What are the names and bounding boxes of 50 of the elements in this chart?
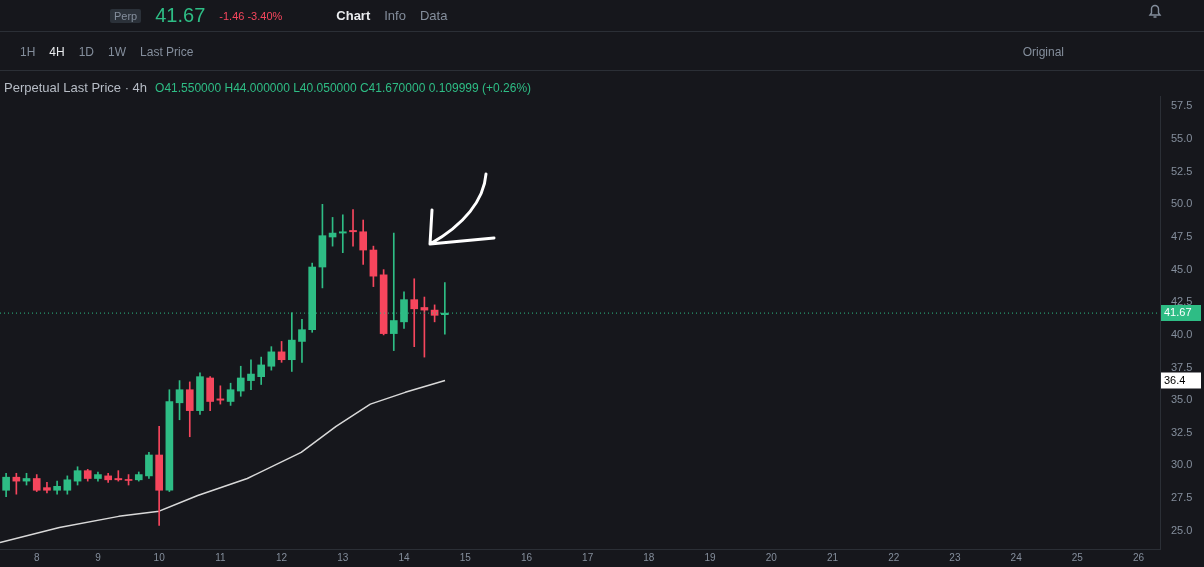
- y-tick-label: 35.0: [1171, 393, 1193, 406]
- x-tick-label: 20: [765, 551, 778, 563]
- x-tick-label: 21: [826, 551, 839, 563]
- y-tick-label: 32.5: [1171, 425, 1193, 438]
- x-tick-label: 24: [1010, 551, 1023, 563]
- x-tick-label: 19: [704, 551, 717, 563]
- y-tick-label: 57.5: [1171, 99, 1193, 112]
- x-tick-label: 17: [582, 551, 594, 563]
- x-tick-label: 11: [215, 551, 226, 563]
- y-tick-label: 47.5: [1171, 230, 1193, 243]
- chart-title: Perpetual Last Price · 4h: [4, 80, 148, 95]
- text: Chart: [336, 8, 371, 23]
- text: 1W: [108, 44, 127, 59]
- text: Data: [419, 8, 448, 23]
- text: -1.46 -3.40%: [219, 9, 283, 22]
- x-tick-label: 23: [949, 551, 961, 563]
- text: 41.67: [155, 4, 206, 27]
- x-tick-label: 14: [398, 551, 411, 563]
- x-tick-label: 16: [520, 551, 533, 563]
- x-tick-label: 9: [95, 551, 102, 563]
- y-tick-label: 52.5: [1171, 164, 1193, 177]
- x-tick-label: 12: [276, 551, 288, 563]
- x-tick-label: 13: [337, 551, 349, 563]
- x-tick-label: 10: [153, 551, 166, 563]
- x-tick-label: 15: [459, 551, 472, 563]
- text: 1D: [78, 44, 95, 59]
- y-tick-label: 25.0: [1171, 523, 1193, 536]
- y-tick-label: 37.5: [1171, 360, 1193, 373]
- y-tick-label: 27.5: [1171, 491, 1193, 504]
- candlestick: [43, 482, 51, 494]
- y-tick-label: 42.5: [1171, 295, 1193, 308]
- x-tick-label: 8: [33, 551, 40, 563]
- chart-subtitle: O41.550000 H44.000000 L40.050000 C41.670000 0.109999 (+0.26%): [155, 81, 532, 95]
- text: 36.4: [1164, 373, 1186, 386]
- x-tick-label: 18: [643, 551, 655, 563]
- text: Original: [1022, 44, 1064, 59]
- ref-line-label: 41.67: [1164, 306, 1192, 319]
- y-tick-label: 45.0: [1171, 262, 1193, 275]
- y-tick-label: 40.0: [1171, 327, 1193, 340]
- x-tick-label: 25: [1071, 551, 1084, 563]
- text: Info: [384, 8, 406, 23]
- x-tick-label: 26: [1133, 551, 1145, 563]
- y-tick-label: 50.0: [1171, 197, 1193, 210]
- x-tick-label: 22: [888, 551, 900, 563]
- text: Perp: [110, 8, 142, 23]
- y-tick-label: 30.0: [1171, 458, 1193, 471]
- text: 4H: [49, 44, 65, 59]
- y-tick-label: 55.0: [1171, 132, 1193, 145]
- text: Last Price: [140, 44, 194, 59]
- text: 1H: [20, 44, 36, 59]
